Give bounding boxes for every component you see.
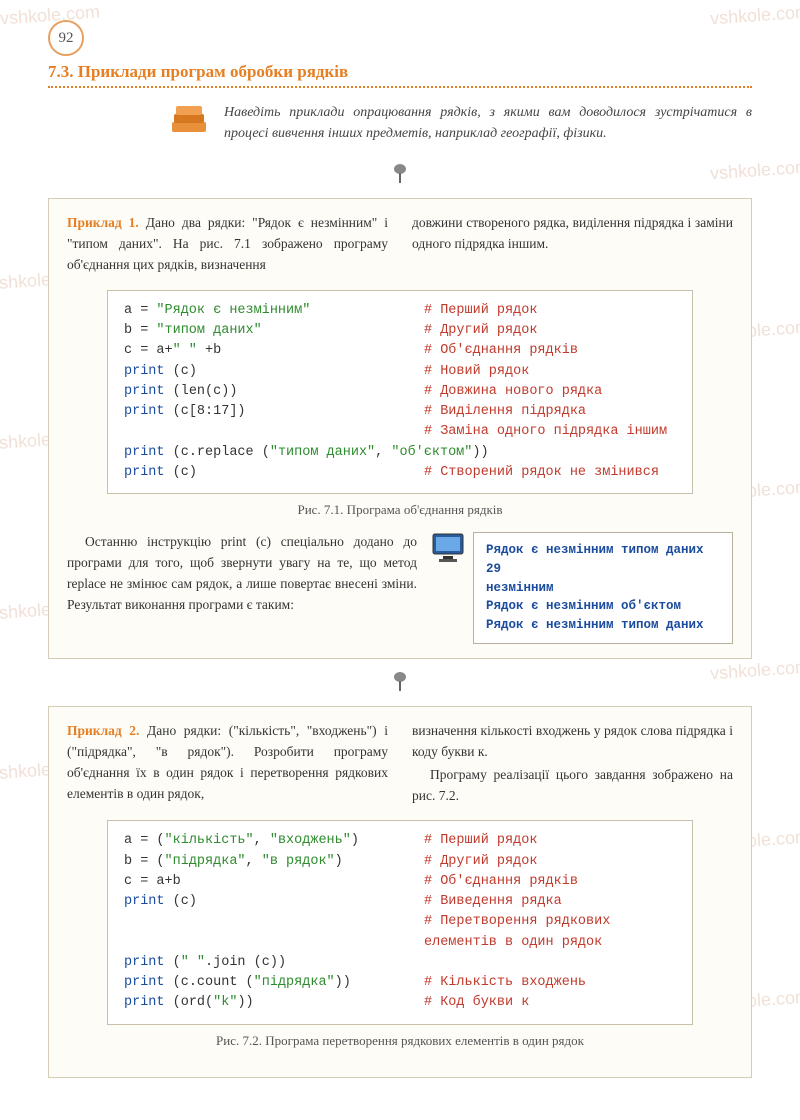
page-number-badge: 92 <box>48 20 84 56</box>
intro-text: Наведіть приклади опрацювання рядків, з … <box>224 102 752 144</box>
textbook-page: vshkole.com vshkole.com vshkole.com vshk… <box>0 0 800 1120</box>
example-2-right-2: Програму реалізації цього завдання зобра… <box>412 765 733 807</box>
code-box-2: a = ("кількість", "входжень")# Перший ря… <box>107 820 693 1024</box>
result-row-1: Останню інструкцію print (c) спеціально … <box>67 532 733 644</box>
example-2-text: Приклад 2. Дано рядки: ("кількість", "вх… <box>67 721 733 807</box>
books-icon <box>168 102 210 145</box>
monitor-icon <box>431 532 465 571</box>
intro-block: Наведіть приклади опрацювання рядків, з … <box>48 102 752 145</box>
example-1-label: Приклад 1. <box>67 215 139 230</box>
example-1-text: Приклад 1. Дано два рядки: "Рядок є незм… <box>67 213 733 276</box>
example-1-block: Приклад 1. Дано два рядки: "Рядок є незм… <box>48 198 752 659</box>
example-2-right-1: визначення кількості входжень у рядок сл… <box>412 721 733 763</box>
example-1-right: довжини створеного рядка, виділення підр… <box>412 213 733 276</box>
code-box-1: a = "Рядок є незмінним"# Перший рядокb =… <box>107 290 693 494</box>
example-2-label: Приклад 2. <box>67 723 139 738</box>
watermark: vshkole.com <box>709 2 800 30</box>
section-title: 7.3. Приклади програм обробки рядків <box>48 62 752 82</box>
section-divider <box>48 86 752 88</box>
watermark: vshkole.com <box>0 2 101 30</box>
example-2-block: Приклад 2. Дано рядки: ("кількість", "вх… <box>48 706 752 1078</box>
figure-1-caption: Рис. 7.1. Програма об'єднання рядків <box>67 502 733 518</box>
pushpin-icon <box>48 163 752 190</box>
figure-2-caption: Рис. 7.2. Програма перетворення рядкових… <box>67 1033 733 1049</box>
pushpin-icon <box>48 671 752 698</box>
output-box-1: Рядок є незмінним типом даних29незмінним… <box>473 532 733 644</box>
result-paragraph: Останню інструкцію print (c) спеціально … <box>67 532 417 616</box>
